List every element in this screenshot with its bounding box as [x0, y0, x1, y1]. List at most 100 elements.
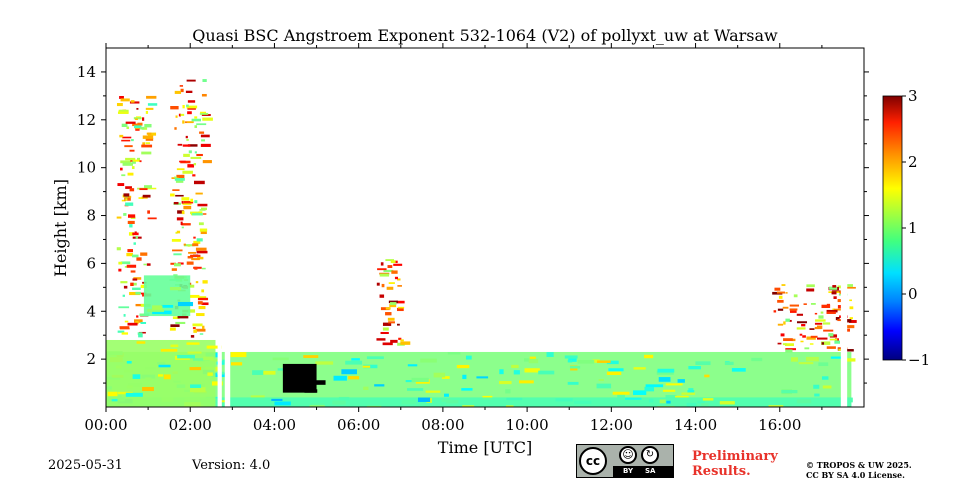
heatmap-cell [116, 103, 123, 107]
cc-by-label: BY [623, 467, 634, 475]
heatmap-cell [190, 156, 202, 159]
heatmap-cell [128, 232, 134, 236]
heatmap-cell [390, 260, 396, 264]
heatmap-cell [804, 347, 810, 350]
heatmap-cell [129, 101, 140, 104]
heatmap-cell [577, 360, 595, 364]
heatmap-cell [182, 144, 191, 147]
heatmap-cell [397, 323, 400, 326]
heatmap-cell [388, 282, 395, 284]
heatmap-cell [119, 134, 124, 138]
heatmap-cell [665, 383, 683, 386]
heatmap-cell [175, 180, 184, 183]
heatmap-cell [830, 356, 847, 359]
heatmap-cell [201, 302, 209, 306]
heatmap-cell [193, 240, 201, 244]
heatmap-cell [304, 369, 316, 374]
heatmap-cell [141, 151, 152, 155]
heatmap-cell [193, 236, 196, 239]
heatmap-cell [106, 397, 852, 407]
heatmap-cell [821, 341, 831, 345]
heatmap-cell [133, 159, 140, 162]
heatmap-cell [261, 370, 276, 375]
heatmap-cell [791, 338, 796, 342]
heatmap-cell [380, 307, 390, 311]
heatmap-cell [387, 317, 395, 321]
x-tick-label: 06:00 [337, 416, 380, 434]
heatmap-cell [129, 224, 133, 228]
heatmap-cell [564, 355, 578, 359]
heatmap-cell [396, 300, 405, 304]
heatmap-cell [513, 370, 520, 375]
heatmap-cell [390, 302, 397, 306]
heatmap-cell [606, 360, 619, 365]
heatmap-cell [447, 352, 461, 355]
chart-title: Quasi BSC Angstroem Exponent 532-1064 (V… [192, 26, 778, 45]
heatmap-cell [272, 357, 289, 361]
heatmap-cell [391, 270, 398, 274]
heatmap-cell [837, 299, 845, 303]
heatmap-cell [363, 364, 378, 369]
heatmap-cell [193, 180, 205, 185]
colorbar-tick-label: 0 [908, 285, 918, 303]
heatmap-cell [125, 198, 128, 201]
heatmap-cell [844, 358, 856, 362]
heatmap-cell [187, 245, 191, 247]
heatmap-cell [187, 100, 196, 103]
heatmap-cell [132, 232, 139, 236]
heatmap-cell [688, 366, 701, 370]
colorbar-tick-label: 2 [908, 153, 918, 171]
heatmap-cell [411, 377, 429, 383]
heatmap-cell [822, 385, 832, 389]
heatmap-cell [126, 361, 132, 364]
heatmap-cell [178, 113, 181, 117]
heatmap-cell [128, 195, 132, 198]
heatmap-cell [633, 390, 647, 395]
heatmap-cell [174, 178, 185, 181]
heatmap-cell [170, 324, 180, 327]
heatmap-region-early-dense-layer [106, 339, 223, 407]
y-axis: 2 4 6 8 10 12 14 [77, 63, 869, 384]
heatmap-cell [845, 325, 855, 329]
heatmap-cell [121, 139, 131, 142]
heatmap-cell [129, 188, 135, 192]
heatmap-cell [675, 395, 689, 399]
heatmap-cell [821, 342, 825, 345]
heatmap-cell [175, 321, 186, 325]
heatmap-cell [171, 268, 177, 271]
heatmap-cell [768, 405, 784, 407]
heatmap-cell [132, 287, 141, 291]
heatmap-cell [181, 223, 191, 226]
heatmap-cell [390, 339, 398, 343]
heatmap-cell [202, 79, 207, 82]
heatmap-cell [198, 306, 206, 310]
heatmap-cell [142, 135, 154, 139]
heatmap-cell [398, 337, 402, 340]
heatmap-cell [193, 163, 197, 166]
heatmap-cell [117, 183, 125, 187]
heatmap-cell [187, 111, 192, 115]
heatmap-cell [175, 231, 178, 234]
heatmap-cell [777, 308, 784, 311]
preliminary-line-1: Preliminary [692, 449, 778, 464]
heatmap-cell [172, 316, 180, 320]
heatmap-cell [783, 321, 786, 325]
heatmap-cell [817, 337, 828, 340]
heatmap-cell [130, 282, 134, 287]
heatmap-cell [837, 305, 842, 309]
heatmap-cell [656, 370, 674, 375]
heatmap-cell [394, 276, 399, 280]
heatmap-cell [180, 113, 185, 116]
heatmap-cell [181, 201, 184, 204]
data-gap [224, 48, 231, 407]
heatmap-cell [597, 360, 611, 363]
heatmap-cell [190, 254, 201, 257]
heatmap-cell [789, 304, 800, 307]
heatmap-layer [106, 48, 857, 407]
heatmap-cell [117, 111, 129, 114]
heatmap-cell [193, 329, 197, 333]
heatmap-cell [192, 358, 210, 361]
heatmap-cell [192, 243, 199, 247]
heatmap-cell [846, 349, 854, 352]
heatmap-cell [127, 172, 134, 176]
